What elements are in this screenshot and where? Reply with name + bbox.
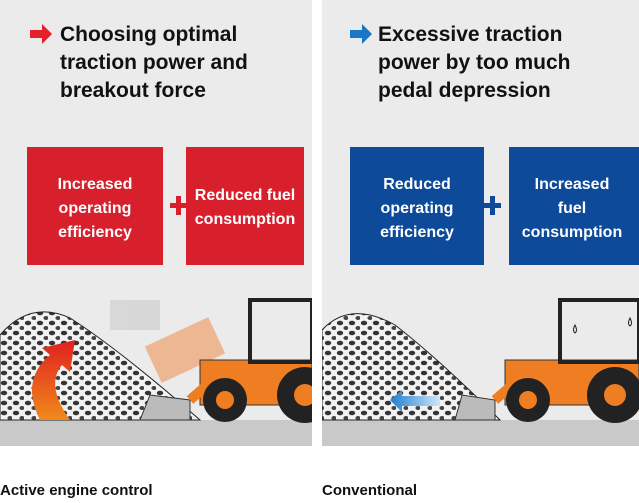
box-text: Reduced fuel [195, 187, 295, 204]
box-text: consumption [195, 211, 295, 228]
box-text: operating [381, 200, 454, 217]
box-text: consumption [522, 224, 622, 241]
title-line: pedal depression [378, 79, 551, 102]
box-text: operating [59, 200, 132, 217]
ground [322, 420, 639, 446]
title-line: Excessive traction [378, 23, 562, 46]
ground [0, 420, 312, 446]
box-text: fuel [558, 200, 586, 217]
result-box [186, 147, 304, 265]
caption: Active engine control [0, 482, 153, 499]
box-text: efficiency [58, 224, 132, 241]
box-text: Increased [58, 176, 133, 193]
infographic: Choosing optimal traction power and brea… [0, 0, 639, 503]
box-text: efficiency [380, 224, 454, 241]
title-line: Choosing optimal [60, 23, 237, 46]
caption: Conventional [322, 482, 417, 499]
title-line: power by too much [378, 51, 571, 74]
title-line: traction power and [60, 51, 248, 74]
box-text: Increased [535, 176, 610, 193]
box-text: Reduced [383, 176, 451, 193]
title-line: breakout force [60, 79, 206, 102]
